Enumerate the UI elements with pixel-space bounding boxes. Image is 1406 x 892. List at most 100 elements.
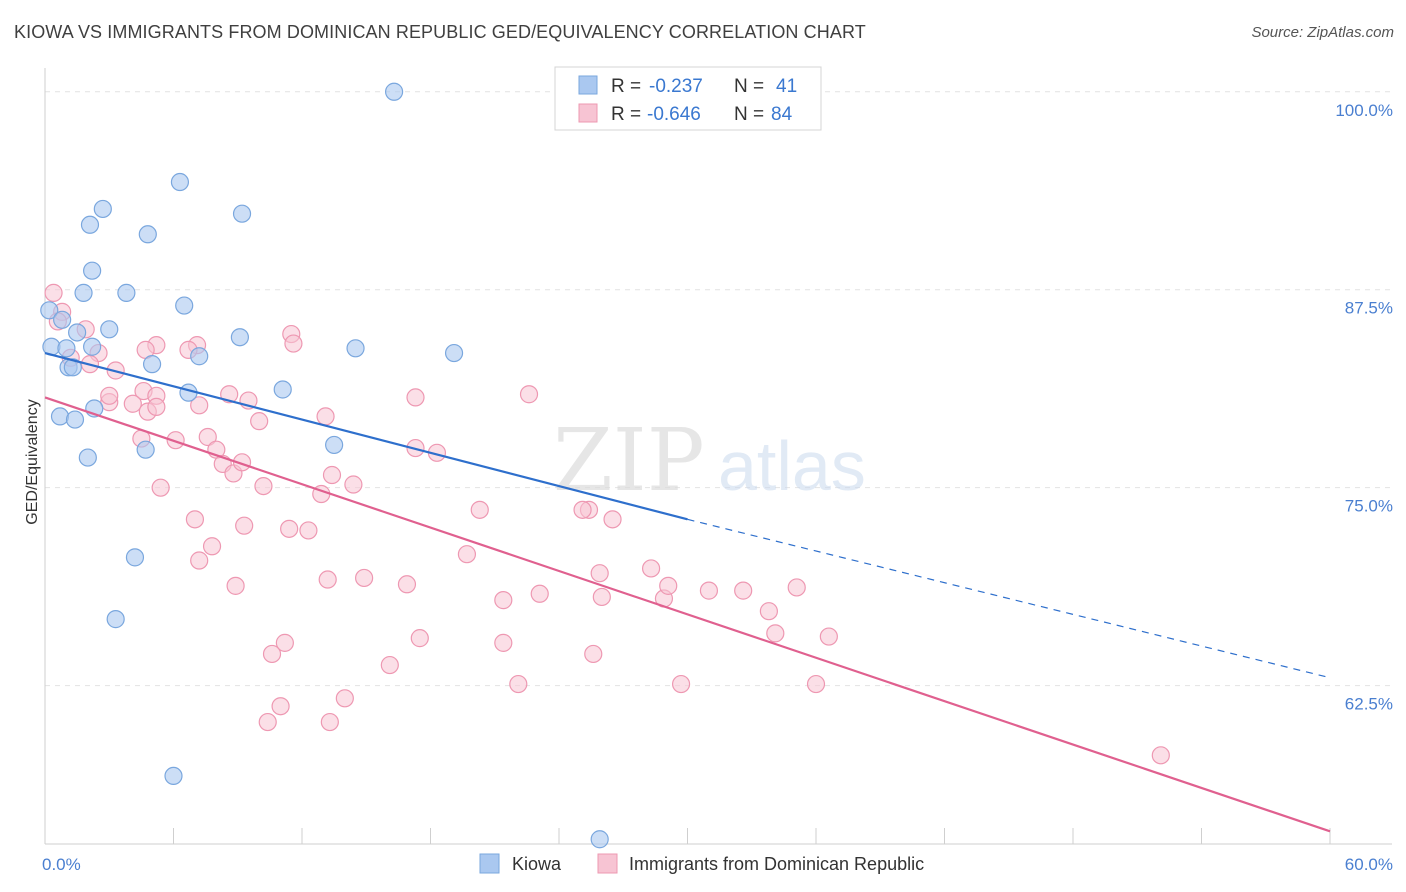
dominican-point [380,655,399,675]
dominican-point [271,697,290,716]
dominican-point [275,633,294,652]
dominican-point [1151,746,1170,765]
source-credit: Source: ZipAtlas.com [1251,24,1394,41]
kiowa-point [83,337,102,356]
dominican-point [151,478,170,497]
y-tick-label: 87.5% [1345,299,1393,318]
dominican-point [198,427,217,447]
series-kiowa-points [40,82,609,849]
dominican-point [147,397,166,417]
dominican-point [284,334,303,353]
y-axis-label: GED/Equivalency [24,399,41,524]
dominican-point [235,516,254,535]
x-tick-label: 60.0% [1345,855,1393,874]
dominican-point [470,500,489,519]
dominican-point [590,564,609,583]
dominican-point [397,575,417,594]
dominican-point [318,570,337,589]
kiowa-point [83,261,102,280]
kiowa-point [50,407,70,426]
dominican-point [258,712,277,732]
gridlines [45,91,1392,687]
kiowa-point [170,172,190,192]
kiowa-point [444,343,464,363]
dominican-point [494,591,513,610]
legend-n-value-dominican: 84 [771,104,793,125]
kiowa-point [93,199,112,219]
kiowa-point [232,204,252,223]
legend-r-value-dominican: -0.646 [647,104,701,125]
dominican-point [530,584,549,603]
kiowa-point [346,339,365,358]
kiowa-point [325,435,344,455]
kiowa-point [175,296,194,315]
dominican-point [766,624,785,643]
trend-lines [44,351,1331,833]
dominican-point [573,500,592,519]
kiowa-point [74,283,93,302]
kiowa-trend-extension [687,518,1331,679]
dominican-point [457,545,477,564]
kiowa-point [63,358,82,377]
dominican-point [254,476,273,496]
kiowa-point [65,410,85,429]
dominican-point [734,581,753,600]
x-tick-label: 0.0% [42,855,81,874]
legend-r-label-dominican: R = [611,104,641,125]
dominican-point [316,407,335,426]
legend-n-value-kiowa: 41 [776,76,797,97]
kiowa-point [273,380,292,399]
kiowa-point [190,347,209,366]
dominican-point [166,431,185,450]
dominican-point [226,576,245,595]
kiowa-point [78,448,97,467]
y-tick-label: 62.5% [1345,695,1393,714]
dominican-point [190,396,209,415]
y-tick-label: 75.0% [1345,497,1393,516]
dominican-point [509,674,528,694]
legend-swatch-dominican [578,103,598,123]
dominican-point [344,475,363,494]
dominican-point [100,386,119,405]
kiowa-trend-line [44,351,688,521]
watermark-atlas: atlas [718,427,866,505]
dominican-point [335,689,354,708]
dominican-point [603,510,622,529]
stats-legend: R = -0.237 N = 41 R = -0.646 N = 84 [554,66,822,131]
legend-r-label-kiowa: R = [611,76,641,97]
kiowa-point [40,301,59,320]
dominican-point [232,453,252,472]
kiowa-point [68,323,87,342]
dominican-point [185,510,205,529]
dominican-point [641,559,661,578]
kiowa-point [136,440,155,459]
kiowa-point [106,610,125,629]
legend-n-label-kiowa: N = [734,76,764,97]
watermark-zip: ZIP [553,411,705,511]
dominican-point [250,412,269,431]
bottom-legend-swatch-kiowa [479,853,500,874]
axes [44,68,1392,845]
kiowa-point [590,830,609,849]
kiowa-point [384,82,404,101]
dominican-point [355,568,374,588]
dominican-point [44,283,63,302]
kiowa-point [57,339,76,358]
bottom-legend-label-kiowa: Kiowa [512,854,562,874]
dominican-point [299,521,318,540]
legend-n-label-dominican: N = [734,104,764,125]
dominican-point [320,712,339,732]
dominican-point [699,581,719,600]
dominican-point [519,385,539,404]
dominican-point [190,551,209,570]
kiowa-point [80,215,100,234]
dominican-point [220,385,239,404]
dominican-trend-line [44,396,1331,833]
chart-title: KIOWA VS IMMIGRANTS FROM DOMINICAN REPUB… [14,22,866,42]
legend-swatch-kiowa [578,75,598,95]
kiowa-point [138,225,157,244]
dominican-point [123,394,142,413]
kiowa-point [53,310,72,329]
dominican-point [819,627,838,646]
